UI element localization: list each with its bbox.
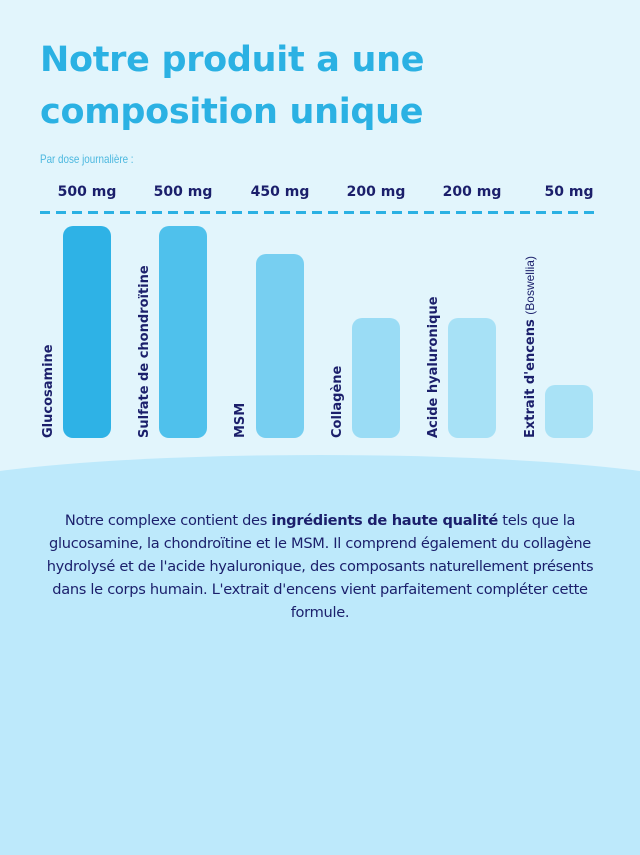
dose-value: 50 mg bbox=[544, 184, 594, 200]
bar-label: Collagène bbox=[330, 365, 345, 438]
dose-value: 500 mg bbox=[57, 184, 117, 200]
bar-label: Glucosamine bbox=[41, 344, 56, 438]
dose-value: 450 mg bbox=[250, 184, 310, 200]
dose-value: 200 mg bbox=[442, 184, 502, 200]
bar-label: Sulfate de chondroïtine bbox=[137, 265, 152, 438]
bar-label: MSM bbox=[233, 402, 248, 438]
dose-subtitle: Par dose journalière : bbox=[40, 152, 134, 166]
bar-label: Extrait d'encens (Boswellia) bbox=[523, 256, 538, 438]
description-text: Notre complexe contient des ingrédients … bbox=[46, 511, 594, 621]
bar-extrait-encens bbox=[545, 385, 593, 438]
dose-value: 200 mg bbox=[346, 184, 406, 200]
dose-value: 500 mg bbox=[153, 184, 213, 200]
bar-chondroitine bbox=[159, 226, 207, 438]
dashed-divider bbox=[40, 211, 600, 214]
bar-glucosamine bbox=[63, 226, 111, 438]
bar-label: Acide hyaluronique bbox=[426, 296, 441, 438]
title-line-1: Notre produit a une bbox=[40, 40, 425, 80]
page-title: Notre produit a une composition unique bbox=[40, 34, 424, 138]
title-line-2: composition unique bbox=[40, 92, 424, 132]
bar-msm bbox=[256, 254, 304, 438]
bar-acide-hyaluronique bbox=[448, 318, 496, 438]
bar-collagene bbox=[352, 318, 400, 438]
